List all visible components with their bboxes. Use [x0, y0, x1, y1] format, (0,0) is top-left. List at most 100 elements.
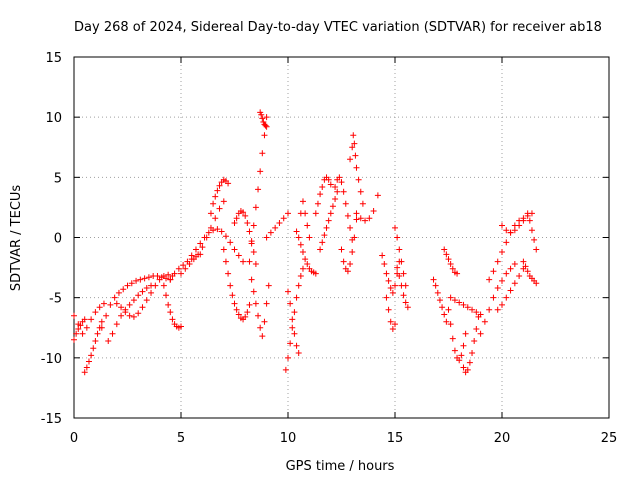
- series-arc-ad: [392, 224, 409, 289]
- data-point: [77, 322, 84, 329]
- data-point: [214, 226, 221, 233]
- data-point: [107, 301, 114, 308]
- data-point: [357, 215, 364, 222]
- data-point: [210, 200, 217, 207]
- data-point: [516, 273, 523, 280]
- data-point: [246, 258, 253, 265]
- data-point: [212, 215, 219, 222]
- data-point: [524, 268, 531, 275]
- data-point: [233, 215, 240, 222]
- data-point: [297, 241, 304, 248]
- data-point: [160, 282, 167, 289]
- data-point: [71, 312, 77, 319]
- data-point: [471, 337, 478, 344]
- data-point: [340, 188, 347, 195]
- data-point: [449, 265, 456, 272]
- data-point: [75, 325, 82, 332]
- data-point: [227, 239, 234, 246]
- data-point: [347, 224, 354, 231]
- data-point: [304, 222, 311, 229]
- series-arc-a: [71, 300, 107, 337]
- data-point: [528, 227, 535, 234]
- data-point: [130, 297, 137, 304]
- data-point: [169, 316, 176, 323]
- series-arc-l: [220, 246, 253, 323]
- data-point: [205, 229, 212, 236]
- data-point: [252, 300, 259, 307]
- data-point: [325, 176, 332, 183]
- series-arc-aa: [353, 192, 381, 224]
- series-arc-f: [113, 271, 176, 320]
- y-axis-label: SDTVAR / TECUs: [9, 185, 24, 292]
- data-point: [235, 252, 242, 259]
- data-point: [317, 246, 324, 253]
- data-point: [520, 258, 527, 265]
- data-point: [178, 270, 184, 277]
- data-point: [349, 248, 356, 255]
- data-point: [73, 330, 80, 337]
- data-point: [197, 240, 204, 247]
- data-point: [152, 282, 159, 289]
- data-point: [259, 150, 266, 157]
- data-points: [71, 109, 540, 376]
- data-point: [88, 316, 95, 323]
- data-point: [154, 273, 161, 280]
- data-point: [436, 297, 443, 304]
- data-point: [334, 188, 341, 195]
- data-point: [246, 228, 253, 235]
- data-point: [257, 168, 264, 175]
- data-point: [293, 294, 300, 301]
- data-point: [344, 212, 351, 219]
- data-point: [533, 280, 540, 287]
- data-point: [503, 294, 510, 301]
- data-point: [139, 304, 146, 311]
- data-point: [240, 258, 247, 265]
- data-point: [353, 216, 360, 223]
- data-point: [302, 210, 309, 217]
- data-point: [351, 140, 358, 147]
- data-point: [113, 321, 120, 328]
- data-point: [511, 260, 518, 267]
- data-point: [486, 306, 493, 313]
- data-point: [394, 264, 401, 271]
- data-point: [359, 200, 366, 207]
- data-point: [248, 276, 255, 283]
- series-arc-q: [263, 210, 291, 241]
- data-point: [109, 330, 116, 337]
- data-point: [242, 212, 249, 219]
- data-point: [332, 195, 339, 202]
- data-point: [353, 210, 360, 217]
- series-arc-af: [430, 276, 450, 325]
- data-point: [190, 256, 197, 263]
- data-point: [227, 282, 234, 289]
- data-point: [352, 152, 359, 159]
- data-point: [120, 286, 127, 293]
- data-point: [432, 282, 439, 289]
- series-arc-j: [207, 176, 232, 217]
- series-arc-ao: [524, 210, 540, 253]
- data-point: [357, 188, 364, 195]
- series-arc-u: [297, 198, 313, 241]
- data-point: [163, 292, 170, 299]
- data-point: [381, 260, 388, 267]
- data-point: [105, 337, 112, 344]
- data-point: [285, 354, 291, 361]
- series-arc-x: [332, 174, 356, 243]
- data-point: [98, 318, 105, 325]
- series-arc-o: [257, 109, 270, 130]
- data-point: [477, 330, 484, 337]
- x-tick-label: 5: [177, 431, 185, 446]
- data-point: [126, 312, 133, 319]
- data-point: [280, 215, 287, 222]
- data-point: [503, 227, 510, 234]
- series-arc-s: [285, 288, 302, 357]
- data-point: [329, 203, 336, 210]
- data-point: [188, 252, 195, 259]
- data-point: [396, 246, 403, 253]
- data-point: [398, 258, 405, 265]
- data-point: [396, 273, 403, 280]
- data-point: [475, 313, 482, 320]
- data-point: [494, 306, 501, 313]
- data-point: [231, 246, 238, 253]
- x-tick-label: 20: [494, 431, 511, 446]
